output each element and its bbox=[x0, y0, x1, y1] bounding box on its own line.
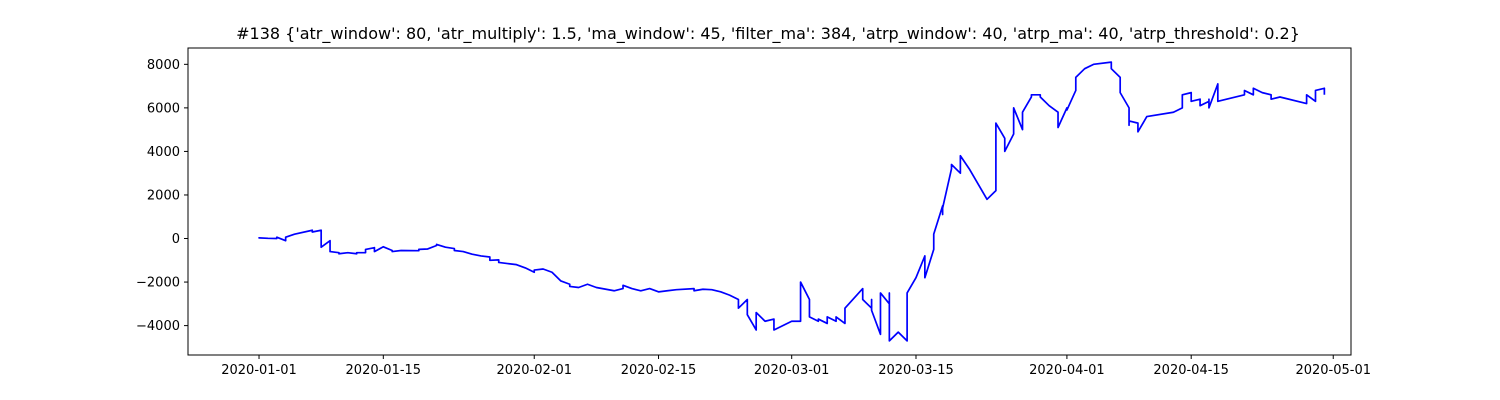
y-tick-label: 8000 bbox=[147, 58, 180, 73]
x-tick-label: 2020-03-01 bbox=[754, 363, 830, 378]
series-line-0 bbox=[258, 61, 1326, 342]
x-tick-label: 2020-04-01 bbox=[1029, 363, 1105, 378]
x-tick-label: 2020-02-15 bbox=[621, 363, 697, 378]
y-tick-label: 0 bbox=[172, 232, 180, 247]
y-tick-label: 4000 bbox=[147, 145, 180, 160]
x-tick-label: 2020-03-15 bbox=[878, 363, 954, 378]
x-axis: 2020-01-01 2020-01-15 2020-02-01 2020-02-15… bbox=[221, 355, 1371, 378]
x-tick-label: 2020-01-01 bbox=[221, 363, 297, 378]
y-axis: −4000 −2000 0 2000 4000 6000 8000 bbox=[136, 58, 188, 334]
y-tick-label: −4000 bbox=[136, 319, 180, 334]
x-tick-label: 2020-05-01 bbox=[1295, 363, 1371, 378]
x-tick-label: 2020-02-01 bbox=[496, 363, 572, 378]
x-tick-label: 2020-01-15 bbox=[346, 363, 422, 378]
axes-frame bbox=[187, 47, 1352, 356]
y-tick-label: −2000 bbox=[136, 276, 180, 291]
y-tick-label: 2000 bbox=[147, 188, 180, 203]
x-tick-label: 2020-04-15 bbox=[1153, 363, 1229, 378]
chart-title: #138 {'atr_window': 80, 'atr_multiply': … bbox=[236, 24, 1300, 44]
y-tick-label: 6000 bbox=[147, 101, 180, 116]
plot-area bbox=[258, 61, 1326, 342]
